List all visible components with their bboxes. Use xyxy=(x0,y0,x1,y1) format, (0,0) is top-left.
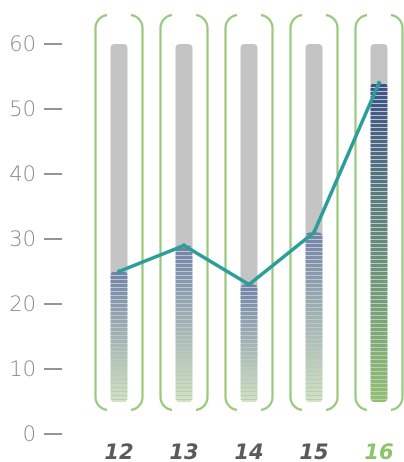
value-point xyxy=(246,282,252,287)
y-tick-label: 60 xyxy=(9,32,36,56)
y-tick-label: 50 xyxy=(9,97,36,121)
bar-13 xyxy=(159,12,209,413)
bar-12 xyxy=(94,12,144,413)
bar-value-fill xyxy=(240,284,258,402)
x-axis: 12 13 14 15 16 xyxy=(104,440,393,462)
value-point xyxy=(311,230,317,235)
bar-16 xyxy=(354,12,404,413)
x-tick-label: 16 xyxy=(364,440,393,462)
x-tick-label: 15 xyxy=(299,440,328,462)
value-point xyxy=(376,80,382,86)
bar-15 xyxy=(289,12,339,413)
y-tick-label: 0 xyxy=(23,422,36,446)
y-tick-label: 40 xyxy=(9,162,36,186)
value-point xyxy=(116,269,122,274)
bar-value-fill xyxy=(110,271,128,402)
y-axis: 0 10 20 30 40 50 60 xyxy=(9,32,62,446)
y-tick-label: 10 xyxy=(9,357,36,381)
y-tick-label: 20 xyxy=(9,292,36,316)
bar-value-fill xyxy=(305,232,323,402)
bar-value-fill xyxy=(370,83,388,402)
x-tick-label: 12 xyxy=(104,440,133,462)
x-tick-label: 14 xyxy=(234,440,263,462)
bar-value-fill xyxy=(175,245,193,402)
x-tick-label: 13 xyxy=(169,440,198,462)
y-tick-label: 30 xyxy=(9,227,36,251)
bar-14 xyxy=(224,12,274,413)
line-layer xyxy=(116,80,382,287)
value-point xyxy=(181,243,187,248)
bar-group xyxy=(94,12,404,413)
